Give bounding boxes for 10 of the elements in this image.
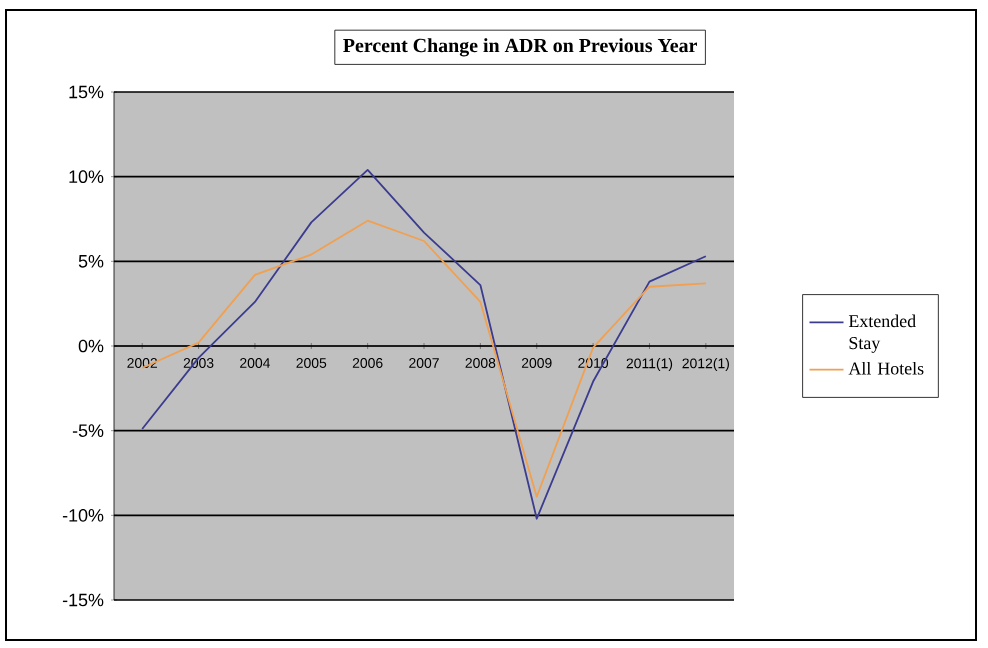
y-tick-label: -15% <box>62 593 104 607</box>
y-tick-label: -10% <box>62 508 104 522</box>
legend-label: All Hotels <box>848 361 924 375</box>
y-tick-label: 15% <box>69 85 104 99</box>
chart-title: Percent Change in ADR on Previous Year <box>343 38 697 57</box>
y-tick-label: 5% <box>78 255 104 268</box>
y-tick-label: 0% <box>78 339 104 353</box>
y-tick-label: -5% <box>72 424 104 437</box>
y-tick-label: 10% <box>69 170 104 184</box>
legend-label: Extended Stay <box>848 314 916 353</box>
